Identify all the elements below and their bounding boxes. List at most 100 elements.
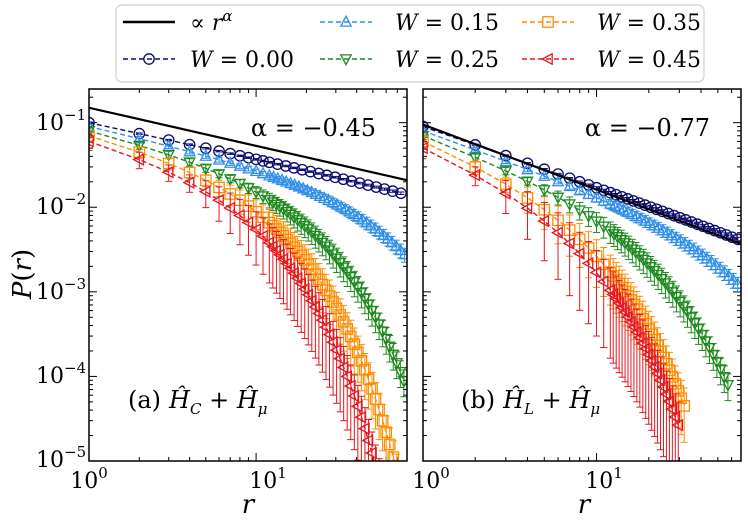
data-point (354, 410, 367, 424)
data-point (279, 160, 292, 172)
data-point (233, 158, 247, 171)
data-point (620, 310, 633, 324)
data-point (615, 235, 628, 247)
data-point (573, 183, 586, 196)
data-point (161, 165, 174, 179)
data-point (581, 257, 594, 270)
legend-entry-w015: W = 0.15 (320, 11, 499, 36)
ytick-label-2: 10−2 (36, 190, 86, 220)
data-point (468, 168, 481, 182)
data-point (183, 144, 196, 157)
panel-b-alpha-label: α = −0.77 (585, 114, 710, 142)
data-point (311, 307, 324, 320)
legend-val-w045: = 0.45 (620, 48, 701, 73)
data-point (708, 224, 721, 237)
data-point (618, 238, 632, 250)
data-point (499, 154, 513, 167)
data-point (385, 235, 399, 248)
data-point (697, 220, 709, 233)
ytick-1-base: 10 (36, 111, 64, 136)
data-point (679, 214, 692, 226)
data-point (714, 226, 727, 239)
data-point (641, 348, 654, 361)
data-point (638, 342, 651, 355)
data-point (423, 123, 430, 136)
data-point (687, 242, 700, 255)
data-point (377, 228, 390, 241)
panel-a-plot-area (89, 106, 407, 461)
legend-marker-shape (542, 16, 554, 28)
legend-marker-shape (540, 52, 553, 66)
data-point (325, 335, 338, 349)
panel-a: α = −0.45 (a) ĤC + Ĥμ (88, 88, 408, 462)
data-point (668, 209, 680, 222)
x-tick-labels: 100 101 100 101 (70, 464, 623, 494)
ytick-label-3: 10−3 (36, 275, 86, 305)
data-point (301, 224, 315, 237)
data-point (290, 272, 303, 285)
data-point (379, 333, 393, 346)
data-point (283, 262, 296, 275)
data-point (345, 175, 358, 187)
data-point (294, 218, 308, 230)
data-point (241, 216, 254, 229)
data-point (650, 367, 663, 380)
data-point (269, 244, 282, 257)
legend-label-w015: W = 0.15 (395, 11, 499, 36)
data-point (211, 193, 224, 207)
panel-b-h1: Ĥ (502, 385, 525, 414)
data-point (732, 233, 741, 246)
data-point (703, 342, 716, 355)
data-point (637, 254, 650, 267)
data-point (212, 152, 226, 165)
data-point (538, 185, 551, 198)
ytick-label-5: 10−5 (36, 443, 86, 473)
panel-a-prefix: (a) (128, 386, 161, 414)
panel-b-label: (b) ĤL + Ĥμ (461, 385, 600, 418)
data-point (304, 294, 317, 308)
data-point (651, 269, 665, 282)
data-point (538, 168, 551, 181)
legend-frame (115, 4, 705, 83)
xtick-a-1-base: 10 (70, 469, 98, 494)
data-point (287, 212, 301, 225)
data-point (678, 400, 691, 412)
data-point (329, 171, 341, 184)
data-point (294, 277, 307, 290)
data-point (551, 192, 565, 205)
data-point (644, 262, 657, 274)
data-point (674, 211, 686, 224)
legend-label-w025: W = 0.25 (395, 48, 499, 73)
data-point (589, 266, 602, 279)
data-point (301, 288, 314, 302)
panel-b: α = −0.77 (b) ĤL + Ĥμ (422, 88, 742, 462)
data-point (572, 247, 585, 260)
data-point (323, 290, 336, 302)
data-point (362, 373, 375, 385)
panel-a-sub2: μ (258, 400, 268, 418)
data-point (340, 370, 353, 383)
data-point (688, 318, 702, 331)
xtick-b-10-exp: 1 (613, 464, 623, 482)
data-point (308, 300, 321, 314)
data-point (704, 254, 718, 267)
data-point (498, 187, 511, 200)
data-point (369, 312, 382, 325)
panel-b-frame (422, 88, 742, 462)
xtick-b-1-base: 10 (412, 469, 440, 494)
series-line (89, 135, 396, 461)
data-point (386, 349, 400, 362)
xtick-b-10-base: 10 (585, 469, 613, 494)
data-point (329, 343, 342, 357)
data-point (656, 380, 669, 394)
data-point (321, 169, 333, 182)
data-point (213, 145, 225, 157)
panel-a-label: (a) ĤC + Ĥμ (128, 385, 268, 418)
data-point (319, 241, 333, 254)
data-point (199, 163, 213, 176)
data-point (562, 237, 575, 250)
data-point (696, 248, 709, 261)
series-w025 (89, 126, 407, 398)
data-point (341, 323, 354, 335)
data-point (563, 199, 576, 212)
